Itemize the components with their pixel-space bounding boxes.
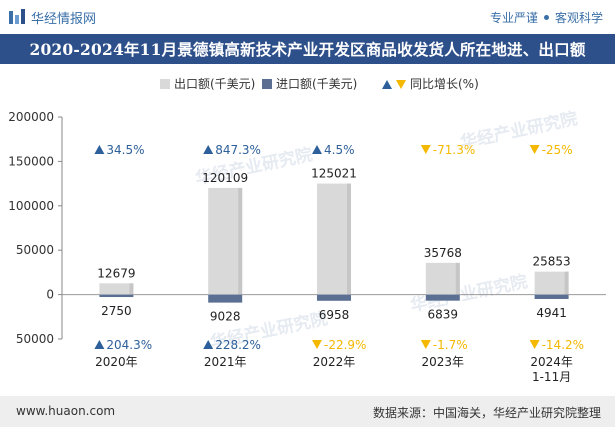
export-growth-triangle-down-icon [420, 145, 431, 154]
import-growth-label: -22.9% [324, 338, 366, 352]
export-bar-shade [238, 187, 243, 295]
brand: 华经情报网 [8, 7, 96, 27]
top-header: 华经情报网 专业严谨 客观科学 [0, 0, 615, 34]
export-bar [99, 283, 134, 295]
x-tick-label: 2020年 [95, 355, 138, 369]
export-growth-triangle-down-icon [529, 145, 540, 154]
y-tick-label: 50000 [16, 332, 54, 346]
x-tick-label: 2022年 [313, 355, 356, 369]
legend-triangle-up-icon [382, 80, 392, 89]
export-value-label: 12679 [97, 266, 135, 280]
import-growth-label: -1.7% [433, 338, 468, 352]
import-bar [425, 294, 460, 301]
brand-name: 华经情报网 [31, 11, 97, 27]
export-bar-shade [564, 271, 569, 295]
export-bar [208, 187, 243, 295]
import-bar [317, 294, 351, 301]
dot-icon [543, 15, 549, 20]
import-growth-triangle-up-icon [94, 340, 105, 349]
import-growth-label: 204.3% [106, 338, 152, 352]
footer: www.huaon.com 数据来源：中国海关，华经产业研究院整理 [0, 396, 615, 427]
import-growth-label: -14.2% [542, 338, 584, 352]
tagline-right: 客观科学 [554, 11, 603, 25]
y-tick-label: 0 [46, 288, 54, 302]
export-growth-label: 34.5% [106, 143, 144, 157]
import-value-label: 4941 [536, 306, 567, 320]
export-value-label: 35768 [424, 246, 462, 260]
import-value-label: 2750 [101, 304, 132, 318]
import-value-label: 6839 [428, 308, 459, 322]
tagline-left: 专业严谨 [489, 11, 538, 25]
x-tick-label: 2023年 [422, 355, 465, 369]
data-source: 数据来源：中国海关，华经产业研究院整理 [372, 406, 601, 420]
import-growth-triangle-up-icon [203, 340, 214, 349]
import-bar [208, 294, 243, 303]
export-bar-shade [129, 283, 134, 295]
y-tick-label: 200000 [8, 110, 54, 124]
import-bar [534, 294, 569, 299]
import-growth-triangle-down-icon [312, 340, 322, 349]
x-tick-label: 2021年 [204, 355, 247, 369]
title-bar: 2020-2024年11月景德镇高新技术产业开发区商品收发货人所在地进、出口额 [0, 34, 615, 64]
import-value-label: 6958 [319, 308, 350, 322]
legend-label-1: 出口额(千美元) [174, 77, 255, 91]
import-growth-label: 228.2% [215, 338, 261, 352]
chart-title: 2020-2024年11月景德镇高新技术产业开发区商品收发货人所在地进、出口额 [29, 40, 586, 59]
y-tick-label: 150000 [8, 154, 54, 168]
import-value-label: 9028 [210, 310, 241, 324]
export-growth-triangle-up-icon [203, 145, 214, 154]
footer-url[interactable]: www.huaon.com [16, 404, 116, 418]
brand-logo-icon [9, 9, 25, 24]
export-growth-label: 4.5% [324, 143, 355, 157]
export-bar [317, 183, 351, 295]
legend-swatch-2 [262, 79, 272, 89]
export-bar-shade [455, 262, 460, 295]
legend-swatch-1 [160, 79, 170, 89]
legend-triangle-down-icon [396, 80, 406, 89]
export-bar [534, 271, 569, 295]
legend-label-2: 进口额(千美元) [276, 77, 357, 91]
export-growth-label: -71.3% [433, 143, 475, 157]
y-tick-label: 100000 [8, 199, 54, 213]
y-tick-label: 50000 [16, 243, 54, 257]
legend-label-3: 同比增长(%) [410, 77, 479, 91]
export-growth-label: 847.3% [215, 143, 261, 157]
export-growth-triangle-up-icon [94, 145, 105, 154]
export-bar [425, 262, 460, 295]
export-value-label: 125021 [311, 167, 357, 181]
export-bar-shade [347, 183, 351, 295]
import-growth-triangle-down-icon [529, 340, 540, 349]
import-bar [99, 294, 134, 298]
export-value-label: 120109 [202, 171, 248, 185]
x-tick-label: 2024年 [530, 355, 573, 369]
export-growth-triangle-up-icon [312, 145, 322, 154]
tagline: 专业严谨 客观科学 [490, 9, 603, 26]
export-growth-label: -25% [542, 143, 573, 157]
x-tick-label: 1-11月 [532, 370, 571, 384]
export-value-label: 25853 [533, 255, 571, 269]
import-growth-triangle-down-icon [420, 340, 431, 349]
